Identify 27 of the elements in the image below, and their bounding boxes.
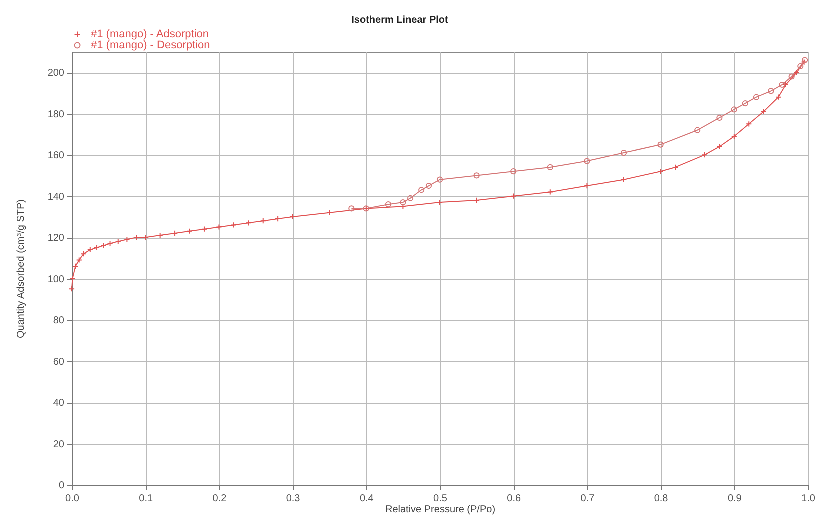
y-tick-label: 60 (53, 356, 65, 368)
x-tick-label: 0.2 (212, 494, 228, 504)
y-tick-label: 140 (48, 192, 65, 203)
x-tick-label: 0.5 (434, 494, 448, 504)
x-axis-title: Relative Pressure (P/Po) (385, 504, 496, 516)
y-tick-label: 160 (48, 150, 65, 162)
y-axis-title: Quantity Adsorbed (cm³/g STP) (16, 200, 27, 338)
legend-label: #1 (mango) - Adsorption (91, 28, 210, 40)
y-tick-label: 20 (53, 439, 65, 450)
x-tick-label: 0.0 (66, 494, 80, 504)
x-tick-label: 1.0 (802, 494, 816, 504)
chart-title: Isotherm Linear Plot (352, 15, 450, 26)
x-tick-label: 0.6 (507, 494, 522, 504)
y-tick-label: 200 (48, 68, 65, 80)
y-tick-label: 180 (48, 109, 65, 120)
legend-label: #1 (mango) - Desorption (91, 40, 210, 52)
x-tick-label: 0.3 (286, 494, 301, 504)
x-tick-label: 0.1 (139, 494, 154, 504)
x-tick-label: 0.4 (360, 494, 374, 504)
y-tick-label: 40 (53, 398, 65, 410)
x-tick-label: 0.9 (728, 494, 742, 504)
y-tick-label: 100 (48, 274, 65, 286)
y-tick-label: 0 (58, 480, 65, 492)
x-tick-label: 0.8 (654, 494, 669, 504)
y-tick-label: 80 (53, 316, 65, 327)
x-tick-label: 0.7 (580, 494, 596, 504)
y-tick-label: 120 (48, 233, 65, 244)
